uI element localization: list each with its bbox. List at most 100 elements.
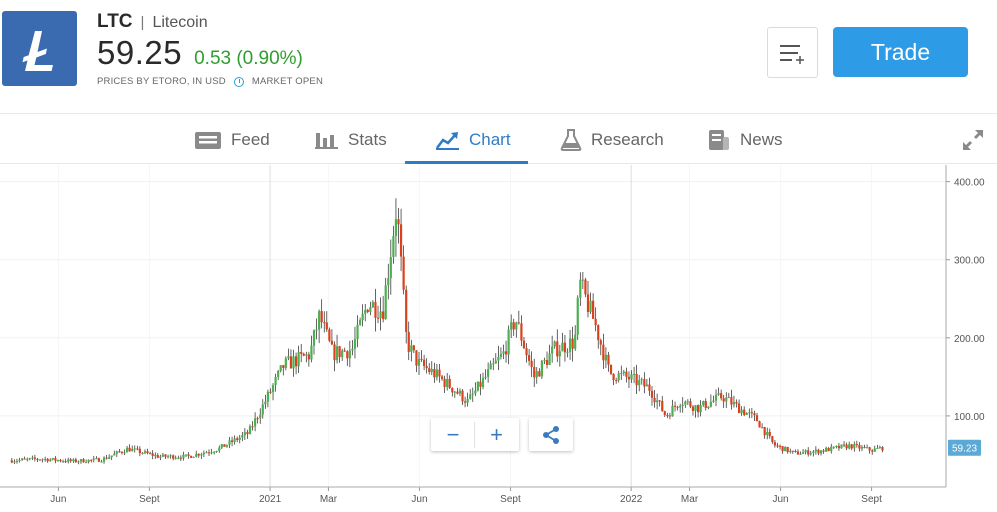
candle-body [750, 412, 753, 414]
candle-body [174, 457, 177, 459]
tab-chart[interactable]: Chart [436, 115, 511, 164]
candle-body [663, 411, 666, 416]
candle-body [456, 391, 459, 394]
candle-body [684, 401, 687, 405]
candle-body [215, 450, 218, 452]
candle-body [584, 279, 587, 295]
candle-body [755, 415, 759, 422]
candle-body [873, 448, 876, 452]
candle-body [443, 378, 446, 387]
candle-body [568, 338, 572, 352]
candle-body [67, 459, 70, 462]
candle-body [881, 447, 884, 451]
candle-body [379, 311, 382, 319]
candle-body [620, 373, 623, 375]
candle-body [778, 445, 782, 447]
candle-body [535, 371, 538, 378]
candle-body [184, 454, 188, 456]
tab-news[interactable]: News [707, 115, 783, 164]
candle-body [712, 400, 715, 402]
candle-body [23, 458, 26, 460]
candle-body [737, 403, 741, 414]
candle-body [504, 351, 508, 355]
candle-body [825, 447, 828, 452]
candle-body [346, 351, 349, 359]
candle-body [79, 459, 83, 462]
ticker-symbol: LTC [97, 11, 133, 32]
add-to-watchlist-button[interactable] [767, 27, 818, 78]
candle-body [256, 418, 259, 420]
candle-body [428, 368, 431, 373]
candle-body [407, 332, 410, 352]
candle-body [553, 341, 556, 347]
candle-body [497, 356, 500, 361]
candle-body [356, 324, 359, 340]
x-tick-label: Sept [139, 494, 160, 505]
candle-body [31, 457, 34, 459]
zoom-out-button[interactable]: − [432, 421, 475, 448]
candle-body [131, 448, 134, 452]
tab-stats[interactable]: Stats [315, 115, 387, 164]
candle-body [666, 415, 669, 417]
share-button[interactable] [529, 418, 573, 451]
candle-body [594, 318, 597, 326]
fullscreen-button[interactable] [961, 128, 985, 157]
x-tick-label: Sept [500, 494, 521, 505]
candle-body [850, 444, 853, 449]
candle-body [819, 450, 823, 454]
zoom-controls: − + [431, 418, 519, 451]
candle-body [259, 414, 262, 419]
candle-body [597, 325, 600, 341]
x-tick-label: 2022 [620, 494, 643, 505]
candle-body [571, 338, 574, 349]
candle-body [817, 449, 820, 454]
candle-body [192, 456, 195, 458]
candle-body [410, 345, 413, 352]
current-price: 59.25 [97, 34, 183, 71]
candle-body [533, 367, 536, 378]
candle-body [207, 452, 211, 454]
candle-body [527, 355, 531, 361]
candle-body [49, 459, 52, 462]
candle-body [673, 405, 677, 407]
candle-body [694, 405, 697, 411]
candle-body [740, 409, 743, 414]
candle-body [343, 350, 346, 352]
candle-body [776, 445, 779, 447]
candle-body [33, 457, 36, 459]
tab-research[interactable]: Research [560, 115, 664, 164]
trade-button[interactable]: Trade [833, 27, 968, 77]
candle-body [341, 350, 344, 358]
candle-body [761, 427, 764, 429]
feed-icon [195, 131, 221, 149]
candle-body [230, 440, 234, 443]
tab-label: Research [591, 129, 664, 149]
candle-body [236, 438, 239, 440]
candle-body [149, 453, 152, 455]
candle-body [494, 360, 497, 364]
candle-body [220, 444, 223, 448]
candle-body [369, 307, 372, 312]
tab-feed[interactable]: Feed [194, 115, 270, 164]
candle-body [522, 340, 526, 349]
candle-body [512, 322, 515, 330]
candle-body [384, 285, 387, 320]
candle-body [451, 387, 454, 393]
candle-body [709, 401, 712, 407]
candle-body [868, 447, 871, 451]
candle-body [499, 353, 503, 357]
candle-body [261, 404, 264, 415]
price-chart[interactable]: 400.00 300.00 200.00 100.00 Jun Sept 2021 Mar Ju… [0, 165, 997, 512]
candle-body [328, 329, 331, 341]
candle-body [115, 451, 118, 454]
candle-body [241, 435, 244, 438]
candle-body [745, 412, 748, 415]
candle-body [865, 447, 869, 449]
candle-body [87, 459, 90, 463]
candle-body [604, 354, 608, 361]
x-tick-label: 2021 [259, 494, 282, 505]
candle-body [732, 402, 736, 405]
candle-body [822, 450, 825, 452]
zoom-in-button[interactable]: + [490, 421, 503, 447]
candle-body [656, 400, 659, 403]
